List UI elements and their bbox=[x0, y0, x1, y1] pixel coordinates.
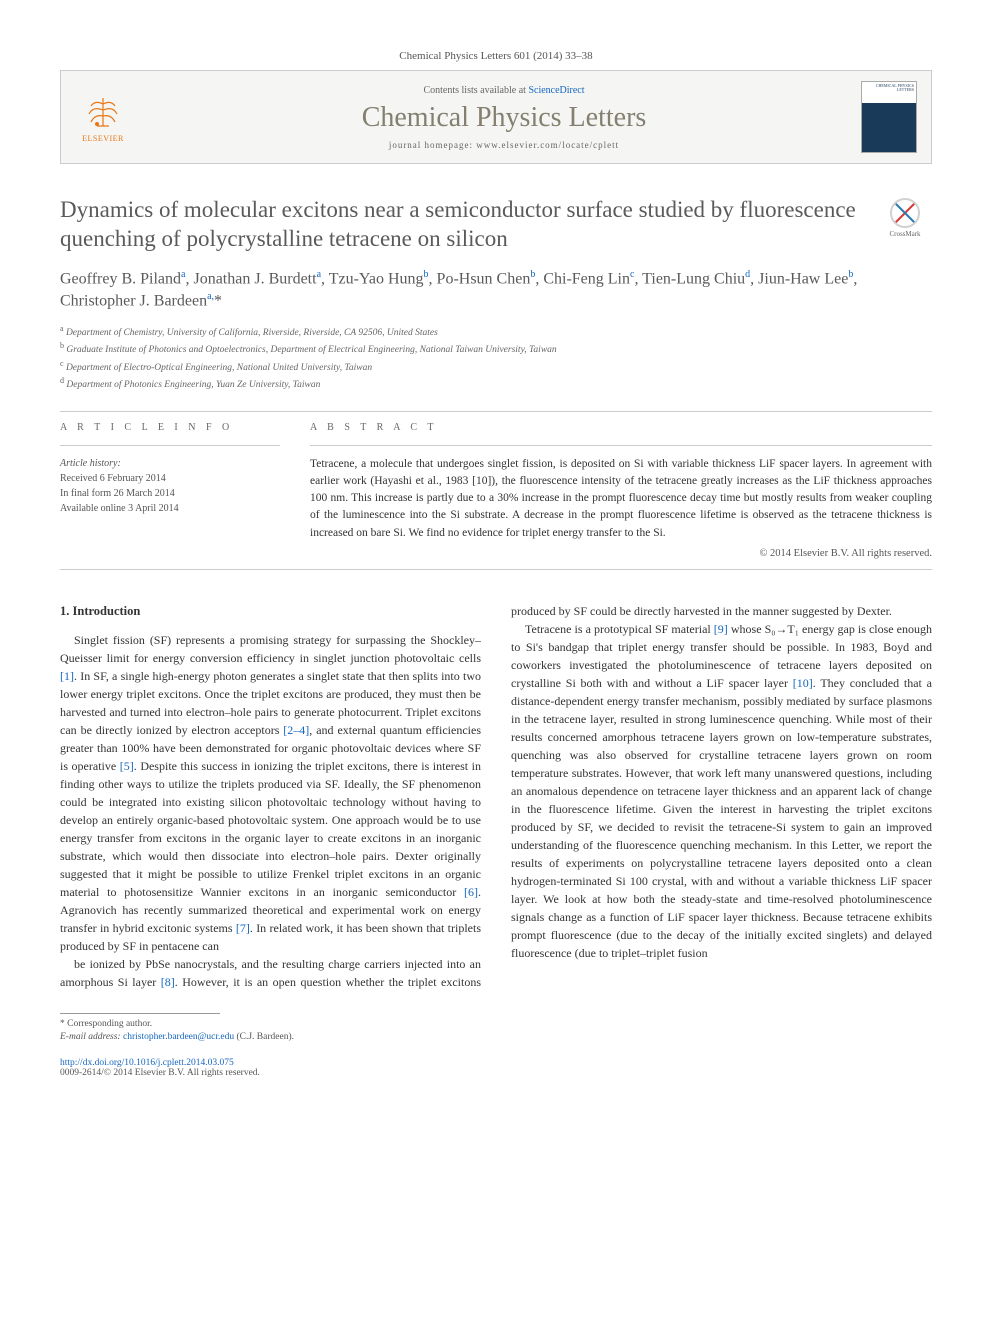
corr-email-link[interactable]: christopher.bardeen@ucr.edu bbox=[123, 1032, 234, 1042]
author-list: Geoffrey B. Pilanda, Jonathan J. Burdett… bbox=[60, 268, 932, 313]
article-body: 1. Introduction Singlet fission (SF) rep… bbox=[60, 602, 932, 991]
history-final: In final form 26 March 2014 bbox=[60, 486, 280, 501]
affiliation: a Department of Chemistry, University of… bbox=[60, 323, 932, 340]
elsevier-text: ELSEVIER bbox=[82, 134, 124, 143]
affiliation: d Department of Photonics Engineering, Y… bbox=[60, 375, 932, 392]
citation-link[interactable]: [6] bbox=[464, 885, 478, 899]
corr-label: * Corresponding author. bbox=[60, 1018, 932, 1031]
journal-citation: Chemical Physics Letters 601 (2014) 33–3… bbox=[60, 50, 932, 62]
abstract-copyright: © 2014 Elsevier B.V. All rights reserved… bbox=[310, 548, 932, 559]
citation-link[interactable]: [1] bbox=[60, 669, 74, 683]
crossmark-icon bbox=[890, 198, 920, 228]
elsevier-logo[interactable]: ELSEVIER bbox=[75, 85, 131, 149]
affiliation: b Graduate Institute of Photonics and Op… bbox=[60, 340, 932, 357]
citation-link[interactable]: [10] bbox=[793, 676, 813, 690]
crossmark-label: CrossMark bbox=[889, 230, 920, 238]
affiliation-list: a Department of Chemistry, University of… bbox=[60, 323, 932, 393]
journal-title: Chemical Physics Letters bbox=[147, 102, 861, 134]
elsevier-tree-icon bbox=[83, 92, 123, 132]
intro-heading: 1. Introduction bbox=[60, 602, 481, 621]
body-paragraph: Tetracene is a prototypical SF material … bbox=[511, 620, 932, 962]
footnote-separator bbox=[60, 1013, 220, 1014]
article-history: Article history: Received 6 February 201… bbox=[60, 456, 280, 516]
article-title: Dynamics of molecular excitons near a se… bbox=[60, 196, 862, 254]
crossmark-badge[interactable]: CrossMark bbox=[878, 198, 932, 238]
email-suffix: (C.J. Bardeen). bbox=[234, 1032, 294, 1042]
body-paragraph: Singlet fission (SF) represents a promis… bbox=[60, 631, 481, 955]
journal-cover-thumbnail bbox=[861, 81, 917, 153]
email-label: E-mail address: bbox=[60, 1032, 123, 1042]
sciencedirect-link[interactable]: ScienceDirect bbox=[528, 85, 584, 96]
issn-copyright: 0009-2614/© 2014 Elsevier B.V. All right… bbox=[60, 1068, 260, 1078]
divider bbox=[310, 445, 932, 446]
article-info-label: A R T I C L E I N F O bbox=[60, 422, 280, 433]
divider bbox=[60, 411, 932, 412]
abstract-label: A B S T R A C T bbox=[310, 422, 932, 433]
affiliation: c Department of Electro-Optical Engineer… bbox=[60, 358, 932, 375]
contents-line: Contents lists available at ScienceDirec… bbox=[147, 85, 861, 96]
citation-link[interactable]: [7] bbox=[236, 921, 250, 935]
abstract-text: Tetracene, a molecule that undergoes sin… bbox=[310, 456, 932, 542]
citation-link[interactable]: [8] bbox=[161, 975, 175, 989]
history-label: Article history: bbox=[60, 456, 280, 471]
corresponding-author-note: * Corresponding author. E-mail address: … bbox=[60, 1018, 932, 1045]
journal-homepage: journal homepage: www.elsevier.com/locat… bbox=[147, 140, 861, 150]
journal-header: ELSEVIER Contents lists available at Sci… bbox=[60, 70, 932, 164]
citation-link[interactable]: [9] bbox=[714, 622, 728, 636]
citation-link[interactable]: [2–4] bbox=[283, 723, 309, 737]
doi-link[interactable]: http://dx.doi.org/10.1016/j.cplett.2014.… bbox=[60, 1058, 234, 1068]
history-online: Available online 3 April 2014 bbox=[60, 501, 280, 516]
divider bbox=[60, 445, 280, 446]
citation-link[interactable]: [5] bbox=[120, 759, 134, 773]
history-received: Received 6 February 2014 bbox=[60, 471, 280, 486]
divider bbox=[60, 569, 932, 570]
page-footer: http://dx.doi.org/10.1016/j.cplett.2014.… bbox=[60, 1058, 932, 1078]
contents-prefix: Contents lists available at bbox=[423, 85, 528, 96]
